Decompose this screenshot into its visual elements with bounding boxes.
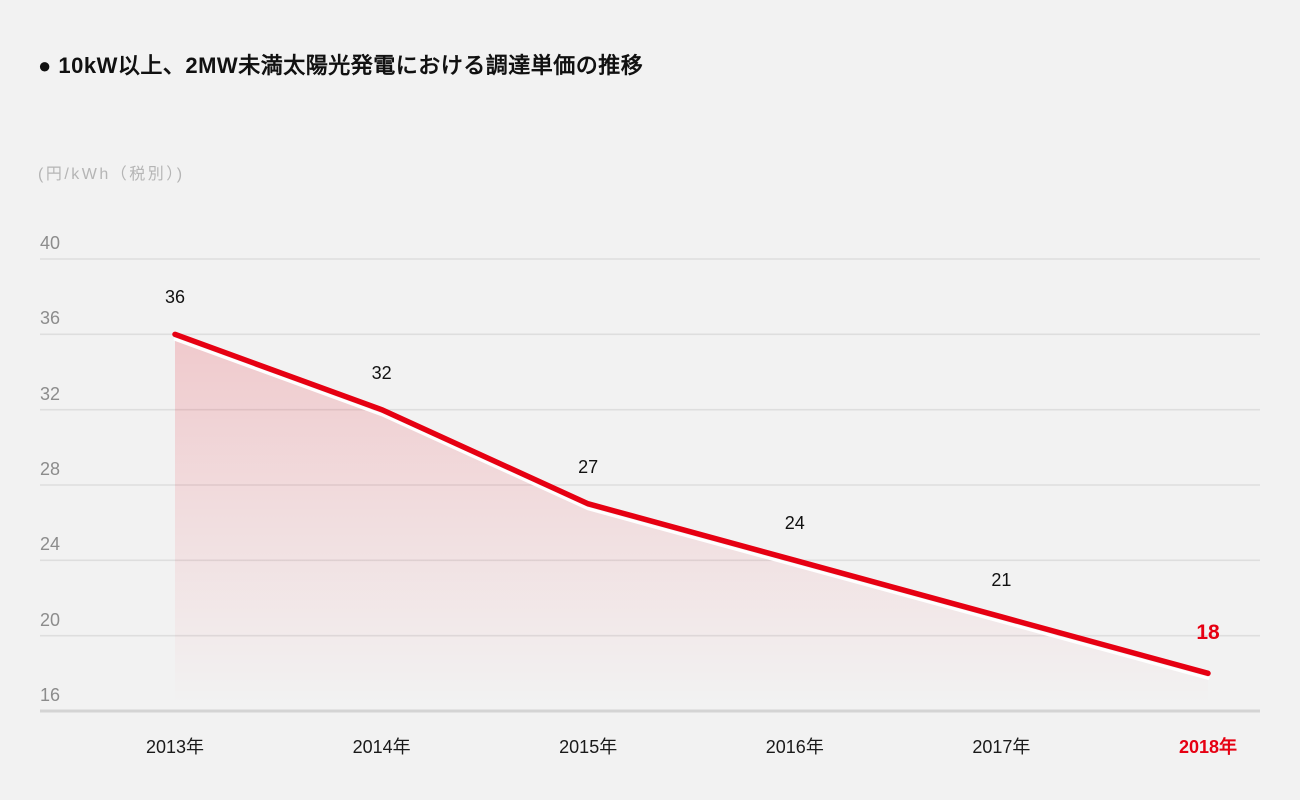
area-fill: [175, 339, 1208, 711]
y-tick-label: 20: [40, 609, 61, 630]
page-title: ● 10kW以上、2MW未満太陽光発電における調達単価の推移: [38, 53, 644, 78]
x-tick-label-highlight: 2018年: [1178, 737, 1238, 757]
y-axis-unit-label: (円/kWh（税別）): [38, 166, 185, 183]
y-tick-label: 16: [40, 685, 61, 705]
x-tick-label: 2014年: [352, 737, 411, 757]
x-tick-label: 2013年: [145, 737, 205, 757]
x-tick-label: 2016年: [765, 737, 824, 757]
price-line: [172, 331, 1211, 677]
x-tick-label: 2017年: [972, 737, 1031, 757]
y-tick-label: 32: [40, 383, 61, 404]
data-label: 21: [991, 569, 1012, 590]
y-tick-label: 28: [40, 459, 61, 479]
data-label: 32: [371, 362, 392, 383]
area-top-white-stroke: [173, 337, 1210, 680]
data-label-highlight: 18: [1196, 621, 1220, 645]
x-tick-label: 2015年: [559, 737, 618, 757]
data-label: 36: [164, 287, 186, 308]
data-label: 27: [578, 456, 599, 477]
data-label: 24: [784, 513, 805, 534]
y-tick-label: 24: [40, 534, 61, 555]
y-tick-label: 40: [40, 233, 61, 253]
y-tick-label: 36: [40, 308, 61, 329]
